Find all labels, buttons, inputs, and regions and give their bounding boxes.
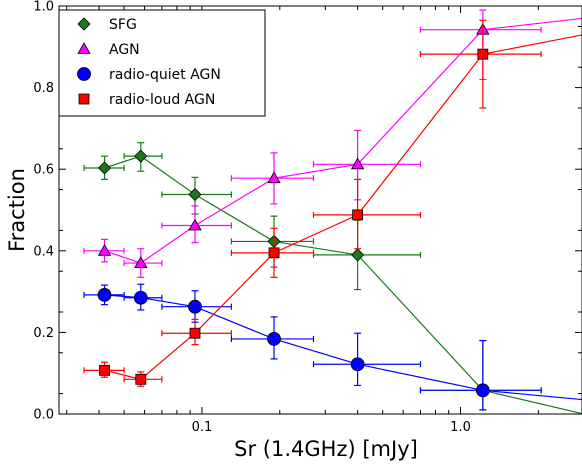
x-axis-title: Sr (1.4GHz) [mJy] bbox=[234, 437, 418, 461]
series-2 bbox=[83, 283, 582, 411]
legend-marker bbox=[77, 17, 91, 31]
legend-label-sfg: SFG bbox=[109, 17, 137, 33]
data-point bbox=[477, 48, 489, 60]
legend-label-radio-loud-agn: radio-loud AGN bbox=[109, 92, 215, 108]
legend-marker bbox=[77, 42, 91, 54]
data-point bbox=[133, 290, 148, 305]
data-point bbox=[267, 171, 281, 184]
y-tick-label: 1.0 bbox=[33, 0, 54, 15]
data-point bbox=[351, 248, 365, 262]
y-tick-label: 0.8 bbox=[33, 81, 54, 96]
y-tick-label: 0.6 bbox=[33, 163, 54, 178]
y-axis-title: Fraction bbox=[5, 168, 29, 252]
series-layer bbox=[83, 9, 582, 414]
legend-label-agn: AGN bbox=[109, 42, 140, 58]
data-point bbox=[97, 287, 112, 302]
data-point bbox=[134, 149, 148, 163]
data-point bbox=[352, 209, 364, 221]
data-point bbox=[188, 187, 202, 202]
y-tick-label: 0.4 bbox=[33, 244, 54, 259]
y-tick-label: 0.0 bbox=[33, 408, 54, 423]
data-point bbox=[267, 332, 281, 346]
legend-box bbox=[58, 9, 266, 117]
series-3 bbox=[83, 19, 582, 387]
y-tick-label: 0.2 bbox=[33, 326, 54, 341]
data-point bbox=[134, 256, 148, 268]
data-point bbox=[97, 243, 112, 256]
x-tick-label: 0.1 bbox=[192, 420, 213, 435]
data-point bbox=[475, 383, 490, 398]
data-point bbox=[188, 299, 202, 314]
data-point bbox=[99, 364, 110, 376]
data-point bbox=[189, 327, 201, 339]
data-point bbox=[135, 373, 147, 385]
data-point bbox=[350, 157, 365, 170]
data-point bbox=[188, 218, 202, 231]
x-tick-label: 1.0 bbox=[450, 420, 471, 435]
axes-layer: 0.0 0.2 0.4 0.6 0.8 1.0 0.1 1.0 bbox=[33, 0, 582, 435]
legend-marker bbox=[78, 93, 90, 105]
legend-label-radio-quiet-agn: radio-quiet AGN bbox=[109, 67, 221, 83]
data-point bbox=[268, 247, 280, 259]
data-point bbox=[350, 357, 365, 372]
plot-frame bbox=[58, 5, 582, 415]
legend: SFG AGN radio-quiet AGN radio-loud AGN bbox=[58, 9, 266, 117]
legend-markers bbox=[77, 17, 91, 105]
data-point bbox=[97, 161, 112, 175]
legend-marker bbox=[77, 67, 91, 81]
